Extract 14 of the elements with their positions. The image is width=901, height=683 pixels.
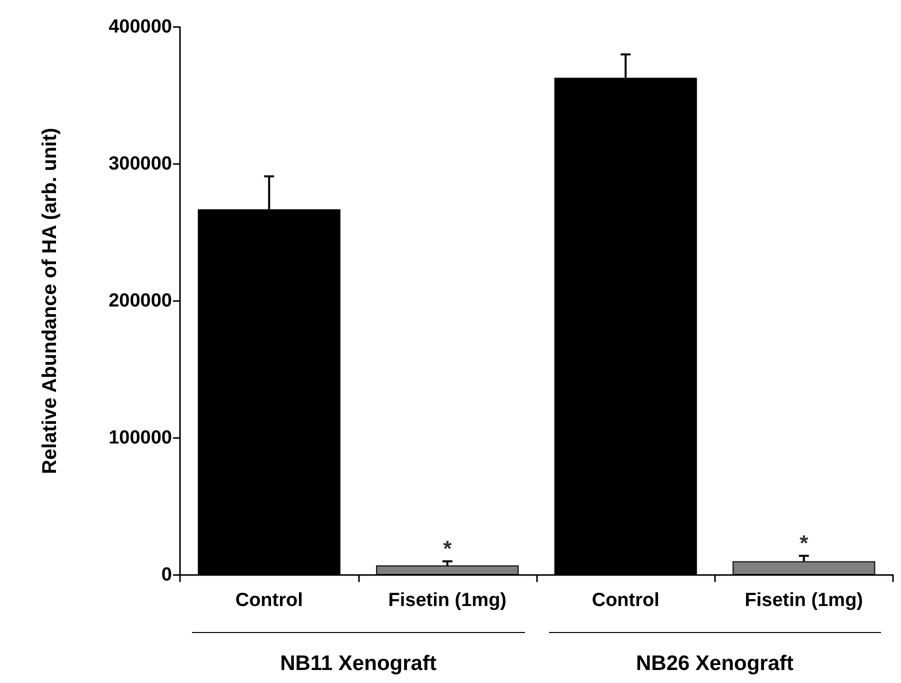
annotation: * [443, 536, 452, 561]
y-tick-label: 0 [161, 564, 172, 586]
x-tick-label: Fisetin (1mg) [388, 590, 506, 611]
y-tick-label: 200000 [108, 290, 172, 312]
text: NB26 Xenograft [634, 652, 795, 676]
y-tick-label: 100000 [108, 428, 172, 448]
x-tick-label: Control [592, 590, 660, 611]
y-axis-title: Relative Abundance of HA (arb. unit) [39, 128, 61, 474]
x-tick-label: Control [235, 590, 303, 611]
y-tick-label: 400000 [108, 16, 172, 38]
y-tick-label: 300000 [108, 154, 172, 174]
annotation: * [800, 530, 809, 556]
x-tick-label: Fisetin (1mg) [744, 590, 863, 611]
text: NB11 Xenograft [279, 652, 438, 676]
